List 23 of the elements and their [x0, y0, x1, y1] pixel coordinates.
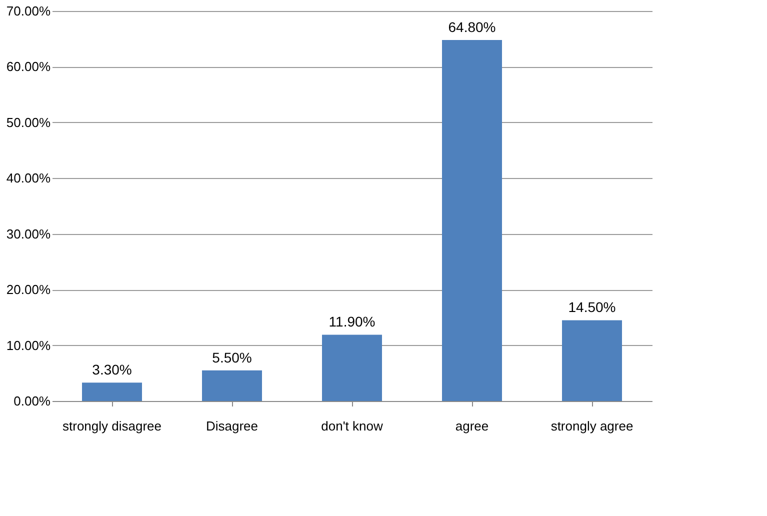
x-tick-label: strongly disagree: [62, 418, 162, 434]
data-label: 3.30%: [92, 362, 132, 378]
bar: [82, 382, 142, 401]
bar: [202, 370, 262, 401]
y-tick-label: 70.00%: [6, 4, 51, 18]
x-tick-label: agree: [455, 418, 489, 434]
y-tick-label: 30.00%: [6, 226, 51, 242]
data-label: 11.90%: [328, 314, 376, 330]
bar: [322, 334, 382, 401]
bar: [562, 320, 622, 401]
x-tick-label: don't know: [321, 418, 384, 434]
y-tick-label: 0.00%: [14, 394, 51, 408]
y-tick-label: 40.00%: [6, 170, 51, 186]
x-tick-label: strongly agree: [550, 418, 634, 434]
data-label: 64.80%: [448, 18, 496, 35]
y-tick-label: 10.00%: [6, 338, 51, 353]
data-label: 14.50%: [568, 299, 616, 316]
y-tick-label: 60.00%: [6, 59, 51, 74]
data-label: 5.50%: [212, 349, 252, 366]
y-tick-label: 20.00%: [6, 282, 51, 298]
x-tick-label: Disagree: [206, 418, 258, 434]
y-tick-label: 50.00%: [6, 114, 51, 130]
bar: [442, 40, 502, 401]
